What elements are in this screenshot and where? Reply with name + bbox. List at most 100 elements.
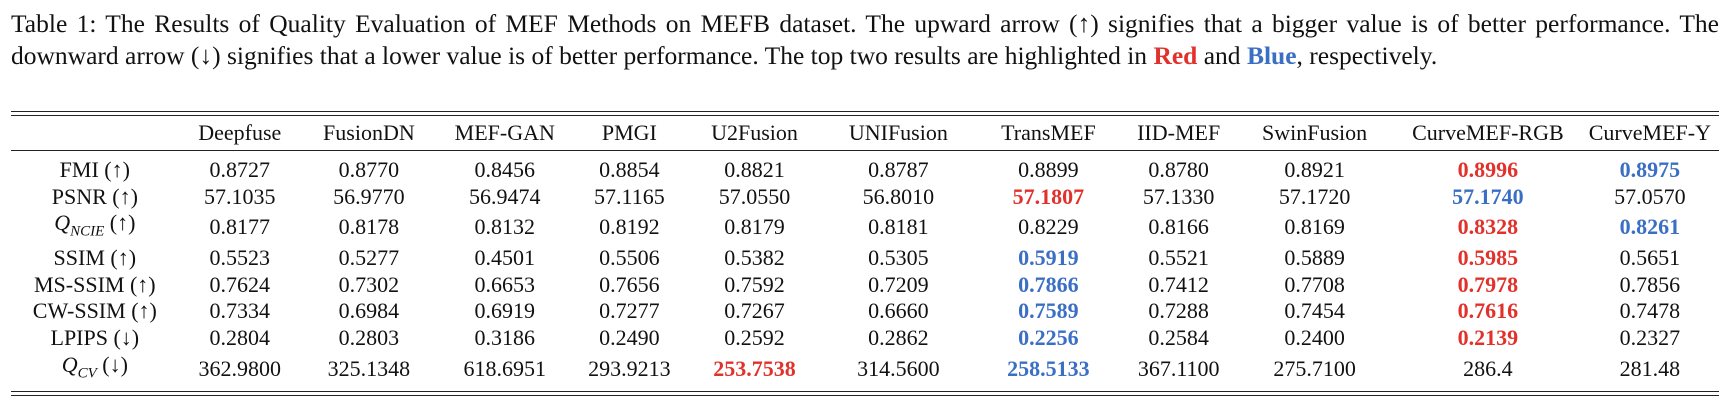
table-cell: 0.7589 bbox=[1018, 298, 1079, 324]
table-cell: 0.8178 bbox=[338, 214, 400, 240]
table-cell: 0.7302 bbox=[338, 271, 400, 297]
table-row: LPIPS (↓) 0.2804 0.2803 0.3186 0.2490 0.2592 0… bbox=[11, 325, 1719, 352]
table-cell: 0.7454 bbox=[1284, 298, 1345, 324]
table-cell: 57.0550 bbox=[718, 183, 791, 209]
metric-direction: (↑) bbox=[104, 210, 136, 236]
table-cell: 0.6660 bbox=[868, 298, 929, 324]
table-cell: 0.3186 bbox=[474, 324, 536, 350]
metric-name: LPIPS (↓) bbox=[50, 324, 140, 350]
column-header: UNIFusion bbox=[848, 120, 948, 145]
table-cell: 0.2256 bbox=[1018, 324, 1079, 350]
table-cell: 0.2139 bbox=[1457, 324, 1519, 350]
metric-direction: (↓) bbox=[96, 351, 128, 377]
table-cell: 0.2592 bbox=[724, 324, 785, 350]
table-cell: 0.7288 bbox=[1148, 298, 1209, 324]
results-table-container: Deepfuse FusionDN MEF-GAN PMGI U2Fusion UNIFu… bbox=[11, 111, 1719, 396]
table-body: FMI (↑) 0.8727 0.8770 0.8456 0.8854 0.8821 0.8… bbox=[11, 151, 1719, 387]
table-cell: 0.7616 bbox=[1457, 298, 1519, 324]
table-cell: 57.1740 bbox=[1452, 183, 1524, 209]
column-header: U2Fusion bbox=[711, 120, 798, 145]
table-cell: 0.8132 bbox=[474, 214, 536, 240]
table-cell: 0.8229 bbox=[1018, 214, 1079, 240]
table-cell: 56.8010 bbox=[862, 183, 935, 209]
table-cell: 0.8780 bbox=[1148, 157, 1209, 182]
table-row: MS-SSIM (↑) 0.7624 0.7302 0.6653 0.7656 0.759… bbox=[11, 272, 1719, 299]
metric-name: CW-SSIM (↑) bbox=[32, 298, 157, 324]
table-cell: 0.6653 bbox=[474, 271, 536, 297]
table-caption: Table 1: The Results of Quality Evaluati… bbox=[11, 8, 1719, 72]
table-cell: 0.7856 bbox=[1619, 271, 1681, 297]
table-cell: 0.8854 bbox=[599, 157, 660, 182]
table-cell: 0.6984 bbox=[338, 298, 400, 324]
table-cell: 0.8177 bbox=[209, 214, 271, 240]
caption-blue-word: Blue bbox=[1246, 41, 1297, 70]
table-cell: 0.2327 bbox=[1619, 324, 1681, 350]
header-metric-column bbox=[11, 116, 179, 151]
table-cell: 258.5133 bbox=[1007, 355, 1090, 381]
column-header: TransMEF bbox=[1001, 120, 1096, 145]
table-cell: 0.7624 bbox=[209, 271, 271, 297]
table-cell: 0.5506 bbox=[599, 245, 660, 271]
table-cell: 57.1807 bbox=[1012, 183, 1085, 209]
column-header: SwinFusion bbox=[1261, 120, 1368, 145]
table-cell: 0.7209 bbox=[868, 271, 929, 297]
table-cell: 57.1165 bbox=[594, 183, 665, 209]
metric-name: PSNR (↑) bbox=[51, 183, 138, 209]
table-cell: 0.8179 bbox=[724, 214, 785, 240]
table-cell: 286.4 bbox=[1463, 355, 1513, 381]
metric-subscript: CV bbox=[77, 364, 97, 381]
table-cell: 0.6919 bbox=[474, 298, 536, 324]
table-cell: 0.2400 bbox=[1284, 324, 1345, 350]
table-row: PSNR (↑) 57.1035 56.9770 56.9474 57.1165 57.0… bbox=[11, 184, 1719, 211]
table-row: QCV (↓) 362.9800 325.1348 618.6951 293.9213 2… bbox=[11, 352, 1719, 387]
table-cell: 0.7978 bbox=[1457, 271, 1519, 297]
bottom-rule bbox=[11, 390, 1719, 396]
table-cell: 0.8770 bbox=[338, 157, 400, 182]
table-cell: 0.2803 bbox=[338, 324, 400, 350]
table-cell: 0.5985 bbox=[1457, 245, 1519, 271]
table-cell: 0.5277 bbox=[338, 245, 400, 271]
table-cell: 0.2584 bbox=[1148, 324, 1209, 350]
table-cell: 57.1330 bbox=[1142, 183, 1215, 209]
column-header: CurveMEF-RGB bbox=[1412, 120, 1564, 145]
table-row: FMI (↑) 0.8727 0.8770 0.8456 0.8854 0.8821 0.8… bbox=[11, 151, 1719, 184]
table-cell: 0.5919 bbox=[1018, 245, 1079, 271]
table-cell: 0.8996 bbox=[1457, 157, 1519, 182]
metric-symbol: Q bbox=[61, 351, 78, 377]
results-table: Deepfuse FusionDN MEF-GAN PMGI U2Fusion UNIFu… bbox=[11, 116, 1719, 387]
metric-name: MS-SSIM (↑) bbox=[33, 271, 156, 297]
header-row: Deepfuse FusionDN MEF-GAN PMGI U2Fusion UNIFu… bbox=[11, 116, 1719, 151]
table-cell: 0.8456 bbox=[474, 157, 536, 182]
metric-name: SSIM (↑) bbox=[53, 245, 137, 271]
table-cell: 0.2862 bbox=[868, 324, 929, 350]
table-cell: 0.7334 bbox=[209, 298, 271, 324]
caption-and: and bbox=[1197, 41, 1247, 70]
table-cell: 0.7592 bbox=[724, 271, 785, 297]
table-cell: 618.6951 bbox=[463, 355, 547, 381]
column-header: IID-MEF bbox=[1137, 120, 1221, 145]
table-cell: 0.2490 bbox=[599, 324, 660, 350]
table-cell: 0.7656 bbox=[599, 271, 660, 297]
table-cell: 0.7277 bbox=[599, 298, 660, 324]
table-row: QNCIE (↑) 0.8177 0.8178 0.8132 0.8192 0.8179 0… bbox=[11, 210, 1719, 245]
column-header: CurveMEF-Y bbox=[1588, 120, 1711, 145]
table-cell: 253.7538 bbox=[713, 355, 796, 381]
metric-name: QCV (↓) bbox=[11, 352, 179, 387]
metric-symbol: Q bbox=[54, 210, 71, 236]
table-cell: 0.8821 bbox=[724, 157, 785, 182]
top-rule bbox=[11, 111, 1719, 116]
table-cell: 0.8975 bbox=[1619, 157, 1681, 182]
table-cell: 0.4501 bbox=[474, 245, 536, 271]
column-header: PMGI bbox=[601, 120, 657, 145]
table-cell: 0.5651 bbox=[1619, 245, 1681, 271]
table-cell: 57.1720 bbox=[1278, 183, 1351, 209]
table-cell: 0.8727 bbox=[209, 157, 271, 182]
table-cell: 0.7708 bbox=[1284, 271, 1345, 297]
table-cell: 0.7478 bbox=[1619, 298, 1681, 324]
table-cell: 0.8921 bbox=[1284, 157, 1345, 182]
column-header: Deepfuse bbox=[198, 120, 282, 145]
table-cell: 0.5523 bbox=[209, 245, 271, 271]
table-cell: 362.9800 bbox=[198, 355, 282, 381]
table-cell: 0.5305 bbox=[868, 245, 929, 271]
table-cell: 0.8787 bbox=[868, 157, 929, 182]
